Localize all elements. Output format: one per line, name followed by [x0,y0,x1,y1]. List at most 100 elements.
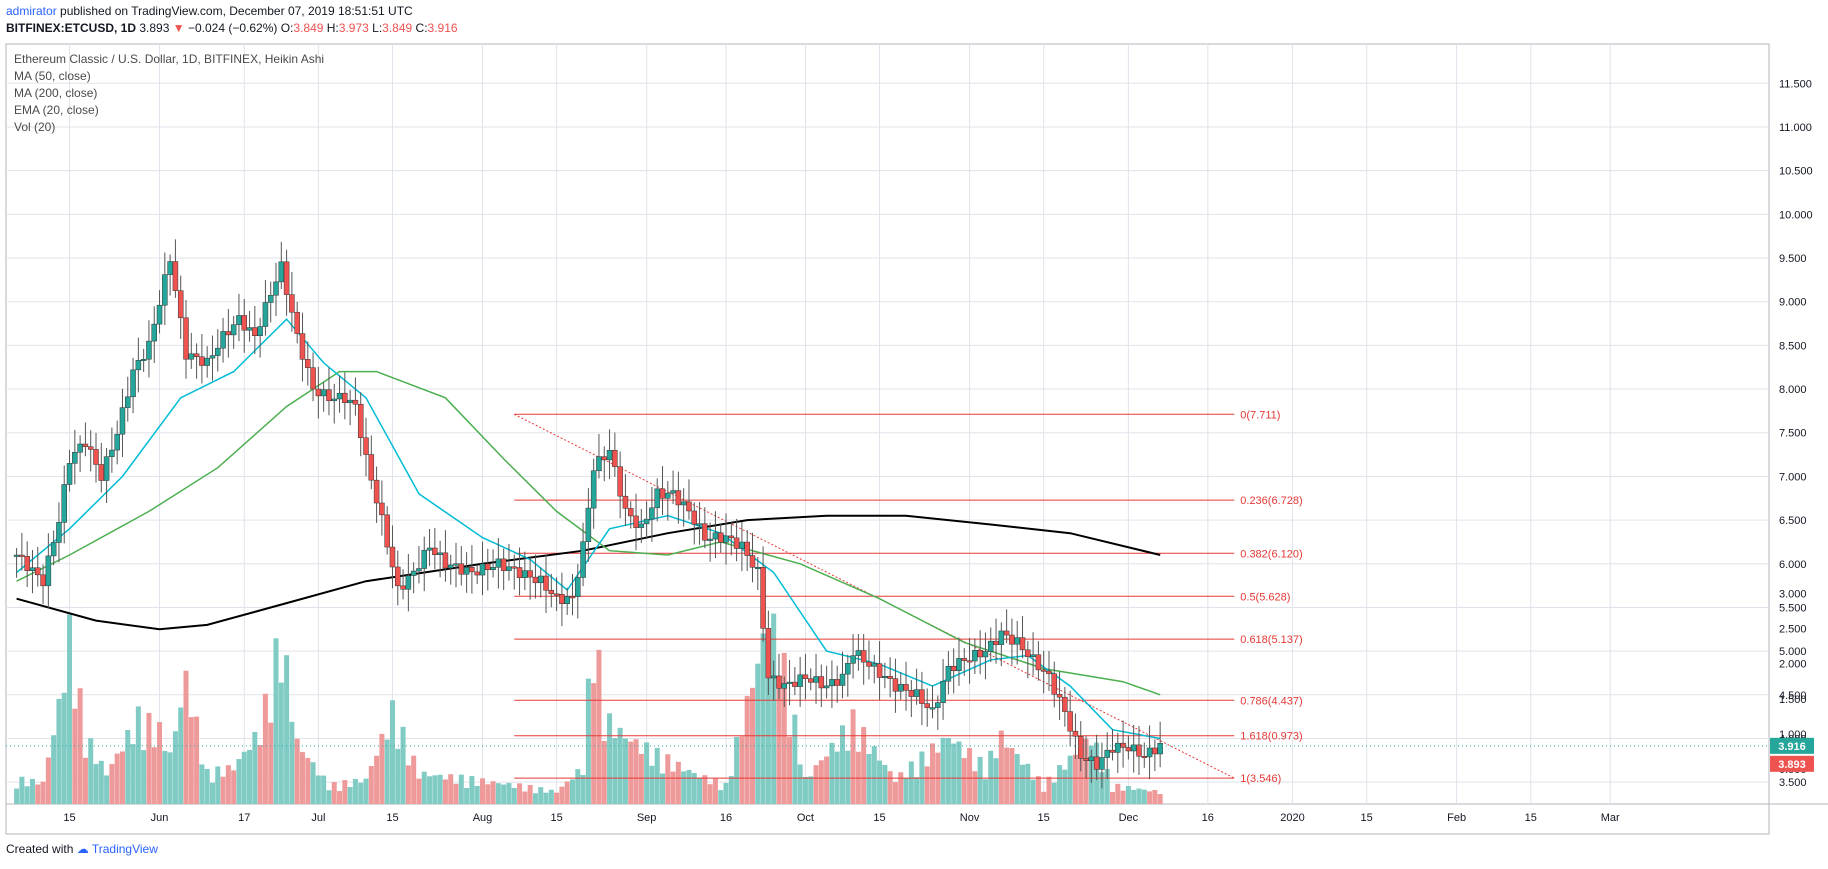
volume-bar [1057,765,1063,804]
candle-body [188,353,195,360]
candle-body [1035,654,1042,671]
volume-bar [14,788,20,804]
volume-bar [464,788,470,804]
candle-body [278,261,285,283]
volume-bar [299,752,305,804]
candle-body [818,676,825,689]
time-tick-label: 15 [386,812,398,824]
volume-bar [321,775,327,804]
candle-body [882,675,888,678]
volume-bar [326,790,332,804]
volume-bar [358,782,364,804]
volume-bar [310,762,316,804]
candle-body [717,532,724,543]
candle-body [421,549,427,569]
time-axis[interactable]: 15 Jun 17 Jul 15 Aug 15 Sep 16 Oct 15 Nov 15 Dec 16 202… [63,812,1620,824]
volume-bar [146,712,152,804]
candle-body [744,541,750,556]
volume-bar [622,738,628,804]
candle-body [347,399,353,403]
time-tick-label: 15 [1525,812,1537,824]
candle-body [241,315,247,331]
candle-body [1083,758,1089,761]
candle-body [273,281,279,296]
tradingview-logo-icon[interactable]: ☁ [76,842,89,856]
candle-body [1003,630,1010,636]
candle-body [447,564,454,569]
candle-body [193,353,200,357]
volume-bar [850,709,856,804]
candle-body [130,369,136,398]
time-tick-label: Jul [311,812,325,824]
price-tick-label: 4.500 [1779,690,1807,702]
volume-bar [892,782,898,804]
price-axis[interactable]: 11.500 11.000 10.500 10.000 9.500 9.000 8.500 8… [1779,78,1813,789]
candle-body [739,541,745,549]
candle-body [675,490,682,506]
candle-body [929,707,936,710]
candle-body [1009,634,1015,645]
candle-body [961,658,968,661]
volume-bar [1120,790,1126,804]
candle-body [919,689,925,704]
candle-body [897,684,904,692]
volume-bar [728,776,734,804]
volume-bar [1030,779,1036,804]
candle-body [93,449,99,465]
legend-ma50[interactable]: MA (50, close) [14,69,91,83]
price-tick-label: 5.000 [1779,646,1807,658]
volume-bar [421,771,427,804]
volume-bar [707,784,713,804]
legend-ema20[interactable]: EMA (20, close) [14,103,99,117]
volume-bar [1078,748,1084,804]
price-tick-label: 10.000 [1779,209,1813,221]
author-link[interactable]: admirator [6,4,57,18]
volume-bar [352,778,358,804]
tradingview-brand[interactable]: TradingView [91,842,158,856]
candle-body [1136,744,1142,757]
candle-body [72,451,78,464]
volume-bar [284,655,290,804]
candle-body [696,523,703,526]
volume-bar [40,781,46,804]
candle-body [151,323,157,342]
volume-bar [765,642,771,804]
volume-bar [347,787,353,804]
candle-body [432,547,438,555]
candle-body [670,490,676,494]
volume-bar [675,761,681,804]
volume-bar [231,770,237,804]
legend-ma200[interactable]: MA (200, close) [14,86,98,100]
volume-bar [506,782,512,804]
volume-bar [522,791,528,804]
price-tick-label: 6.500 [1779,515,1807,527]
fib-retracement[interactable]: 0(7.711) 0.236(6.728) 0.382(6.120) 0.5(5.62… [514,409,1303,785]
legend-volume[interactable]: Vol (20) [14,120,56,134]
close-price-label: 3.916 [1778,741,1806,753]
candle-body [215,347,221,356]
volume-bar [442,779,448,804]
candle-body [357,403,364,439]
candle-body [760,567,766,629]
candle-body [199,356,205,366]
candle-body [749,555,756,568]
candle-body [352,399,359,405]
low-label: L: [372,21,383,35]
volume-bar [517,783,523,804]
candle-body [1046,670,1052,675]
volume-bar [554,792,560,804]
candle-body [903,684,909,691]
time-tick-label: Aug [473,812,493,824]
volume-bar [119,751,125,804]
volume-bar [437,774,443,804]
candle-body [1014,637,1020,645]
candle-body [612,450,618,467]
candle-body [426,547,433,551]
candle-body [1062,696,1068,712]
volume-bar [88,738,94,804]
candle-body [50,542,57,557]
candle-body [665,492,671,499]
volume-bar [342,780,348,804]
time-tick-label: 15 [873,812,885,824]
